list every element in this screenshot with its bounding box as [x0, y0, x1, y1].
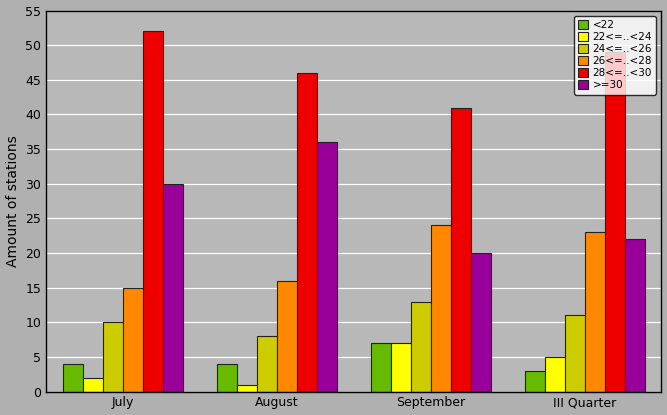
Y-axis label: Amount of stations: Amount of stations: [5, 135, 19, 267]
Bar: [604, 52, 624, 392]
Bar: [83, 378, 103, 392]
Bar: [371, 343, 391, 392]
Bar: [237, 385, 257, 392]
Bar: [471, 253, 491, 392]
Bar: [317, 142, 337, 392]
Bar: [217, 364, 237, 392]
Bar: [431, 225, 451, 392]
Bar: [564, 315, 584, 392]
Bar: [411, 302, 431, 392]
Bar: [163, 184, 183, 392]
Bar: [524, 371, 544, 392]
Bar: [257, 336, 277, 392]
Bar: [103, 322, 123, 392]
Bar: [391, 343, 411, 392]
Bar: [451, 107, 471, 392]
Bar: [584, 232, 604, 392]
Bar: [297, 73, 317, 392]
Bar: [624, 239, 644, 392]
Bar: [143, 32, 163, 392]
Legend: <22, 22<=..<24, 24<=..<26, 26<=..<28, 28<=..<30, >=30: <22, 22<=..<24, 24<=..<26, 26<=..<28, 28…: [574, 16, 656, 95]
Bar: [277, 281, 297, 392]
Bar: [123, 288, 143, 392]
Bar: [63, 364, 83, 392]
Bar: [544, 357, 564, 392]
